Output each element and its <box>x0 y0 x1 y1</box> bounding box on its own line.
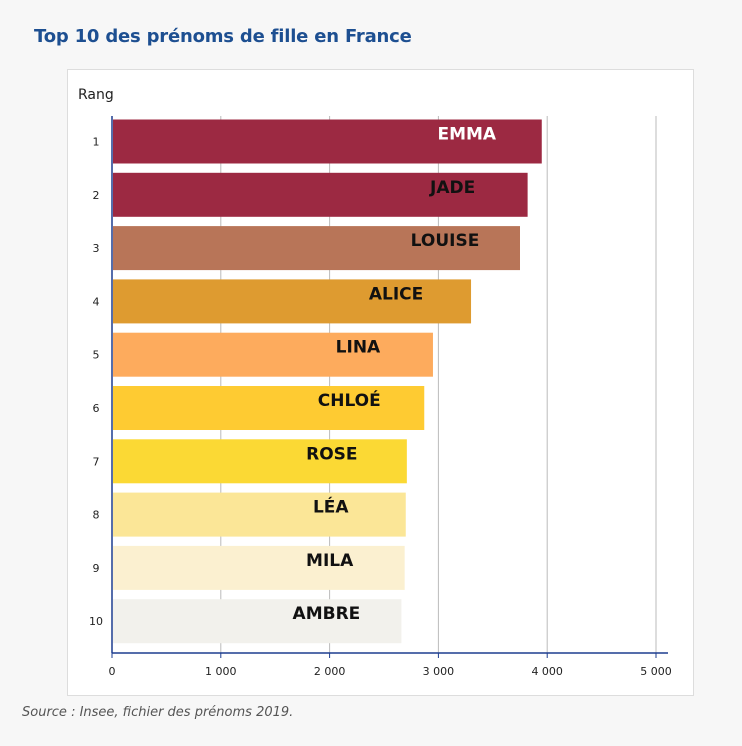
bar-name-label: ROSE <box>306 444 357 464</box>
source-note: Source : Insee, fichier des prénoms 2019… <box>22 705 294 720</box>
x-tick-label: 2 000 <box>314 665 346 678</box>
bar-name-label: AMBRE <box>293 604 361 624</box>
chart-title: Top 10 des prénoms de fille en France <box>34 26 412 47</box>
x-tick-label: 1 000 <box>205 665 237 678</box>
bar <box>113 119 542 164</box>
bar-chart: EMMA 1 JADE 2 LOUISE 3 ALICE 4 LINA 5 CHLOÉ 6 ROSE 7 L… <box>78 87 672 678</box>
x-tick-label: 4 000 <box>531 665 563 678</box>
y-tick-label: 8 <box>93 509 100 522</box>
x-tick-label: 0 <box>109 665 116 678</box>
y-tick-label: 5 <box>93 349 100 362</box>
bar-name-label: EMMA <box>437 125 496 145</box>
bar-name-label: JADE <box>429 178 475 198</box>
bar-name-label: LOUISE <box>411 231 480 251</box>
y-tick-label: 7 <box>93 455 100 468</box>
bar <box>113 279 472 324</box>
bar <box>113 439 407 484</box>
bar <box>113 332 433 377</box>
bar-name-label: ALICE <box>369 284 423 304</box>
bar-name-label: CHLOÉ <box>318 389 381 411</box>
bar <box>113 172 528 217</box>
y-tick-label: 3 <box>93 242 100 255</box>
y-tick-label: 10 <box>89 615 103 628</box>
x-tick-label: 3 000 <box>423 665 455 678</box>
y-axis-title: Rang <box>78 87 114 103</box>
y-tick-label: 6 <box>93 402 100 415</box>
bar <box>113 599 402 644</box>
bar-name-label: LÉA <box>313 496 349 518</box>
y-tick-label: 4 <box>93 295 100 308</box>
bar <box>113 492 406 537</box>
bar-name-label: MILA <box>306 551 354 571</box>
bar <box>113 545 405 590</box>
x-tick-label: 5 000 <box>640 665 672 678</box>
chart-panel: EMMA 1 JADE 2 LOUISE 3 ALICE 4 LINA 5 CHLOÉ 6 ROSE 7 L… <box>67 69 694 696</box>
bar <box>113 226 520 271</box>
y-tick-label: 2 <box>93 189 100 202</box>
y-tick-label: 1 <box>93 136 100 149</box>
y-tick-label: 9 <box>93 562 100 575</box>
bar-name-label: LINA <box>336 338 381 358</box>
bar <box>113 386 425 430</box>
